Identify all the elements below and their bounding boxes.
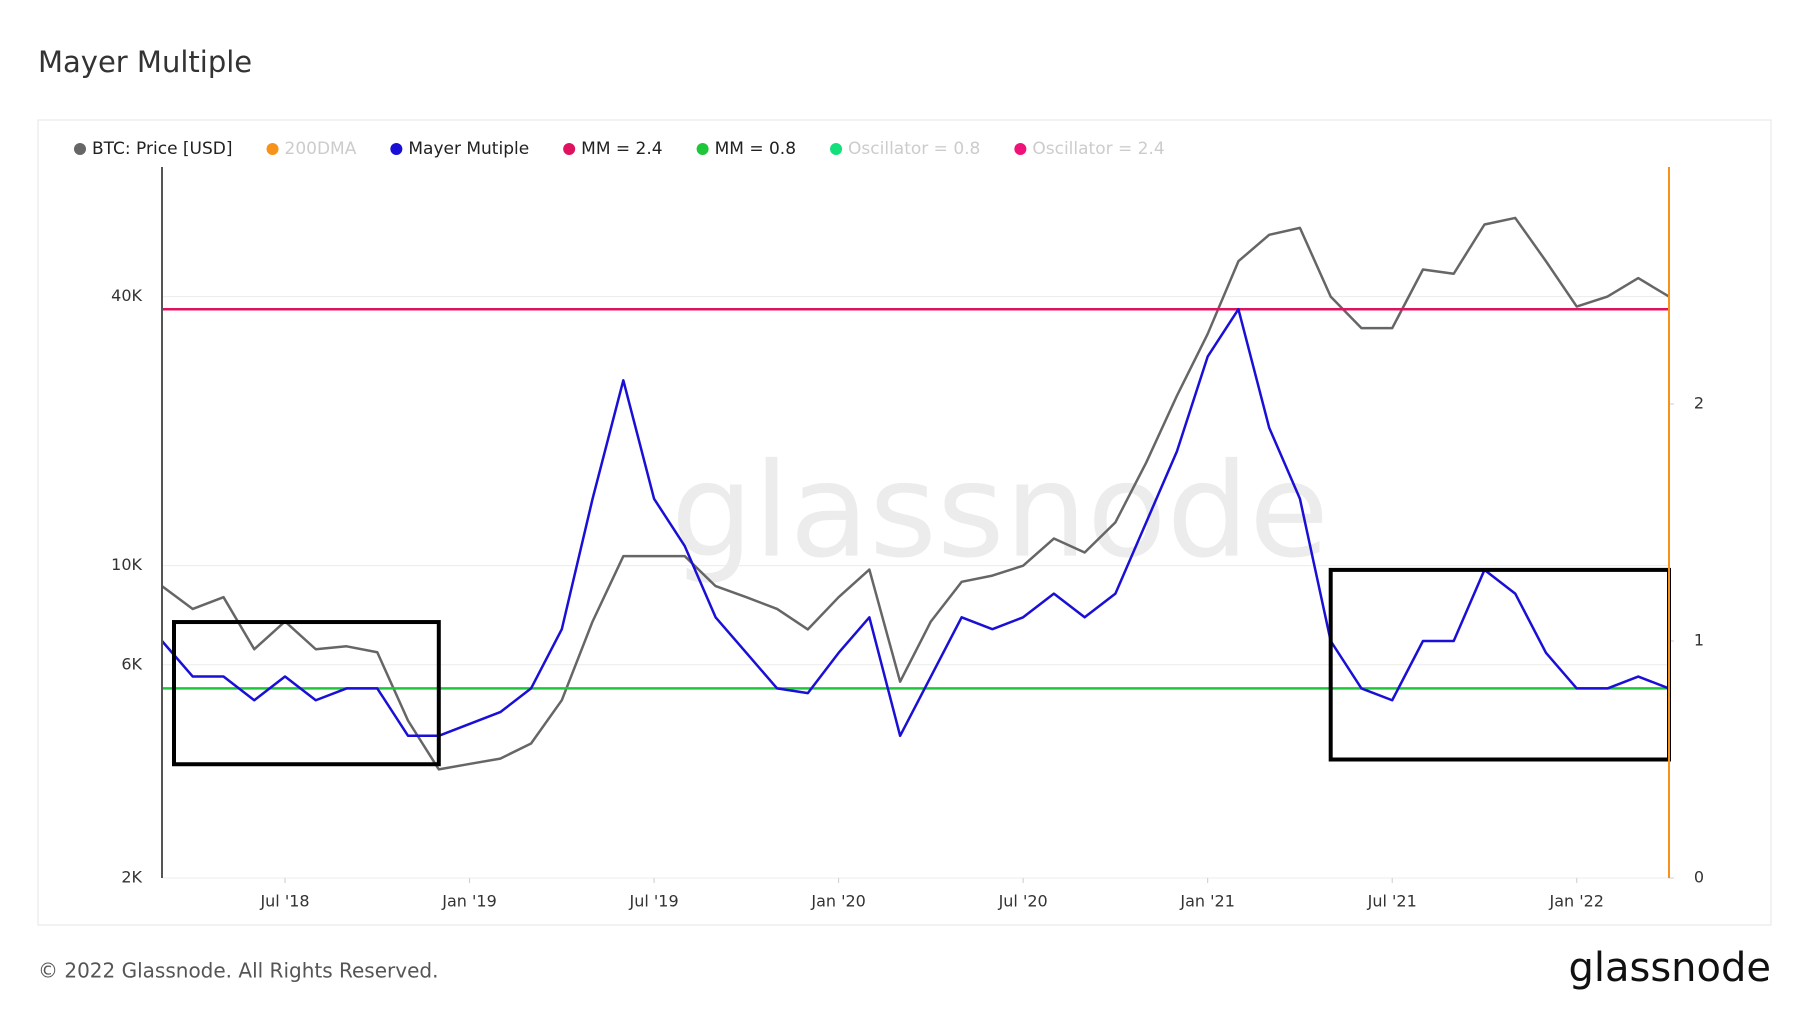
y2-tick-label: 0	[1694, 868, 1704, 887]
x-tick-label: Jan '20	[810, 892, 866, 911]
y2-tick-label: 2	[1694, 394, 1704, 413]
legend-label: Oscillator = 2.4	[1032, 139, 1164, 159]
y-tick-label: 40K	[111, 286, 142, 305]
legend-marker	[696, 143, 709, 155]
plot: 2K 6K 10K 40K 0 1 2 Jul '18 Jan '19 Jul '19 Jan '2…	[74, 139, 1704, 911]
y2-tick-label: 1	[1694, 631, 1704, 650]
legend-marker	[74, 143, 86, 155]
footer: © 2022 Glassnode. All Rights Reserved.	[38, 959, 438, 983]
y-tick-label: 2K	[121, 868, 142, 887]
x-tick-label: Jul '21	[1367, 892, 1417, 911]
watermark: glassnode	[671, 435, 1329, 587]
legend-label: MM = 0.8	[715, 139, 796, 159]
legend-marker	[830, 143, 843, 155]
x-tick-label: Jan '19	[441, 892, 497, 911]
x-tick-label: Jul '20	[998, 892, 1048, 911]
y-tick-label: 10K	[111, 555, 142, 574]
legend-marker	[390, 143, 403, 155]
legend-label: MM = 2.4	[581, 139, 662, 159]
x-tick-label: Jul '19	[629, 892, 679, 911]
legend-marker	[1014, 143, 1027, 155]
x-tick-label: Jul '18	[259, 892, 309, 911]
page-title: Mayer Multiple	[38, 45, 252, 79]
legend-label: Oscillator = 0.8	[848, 139, 980, 159]
legend-label: BTC: Price [USD]	[92, 139, 233, 159]
legend-label: 200DMA	[285, 139, 357, 159]
legend-marker	[563, 143, 576, 155]
y-tick-label: 6K	[121, 654, 142, 673]
series-line	[161, 307, 1670, 738]
x-tick-label: Jan '21	[1179, 892, 1235, 911]
logo: glassnode	[1568, 945, 1771, 991]
legend-marker	[266, 143, 279, 155]
series-line	[161, 216, 1670, 771]
legend-label: Mayer Mutiple	[408, 139, 529, 159]
highlight-box	[172, 620, 441, 767]
x-tick-label: Jan '22	[1548, 892, 1604, 911]
chart-frame	[37, 119, 1772, 926]
